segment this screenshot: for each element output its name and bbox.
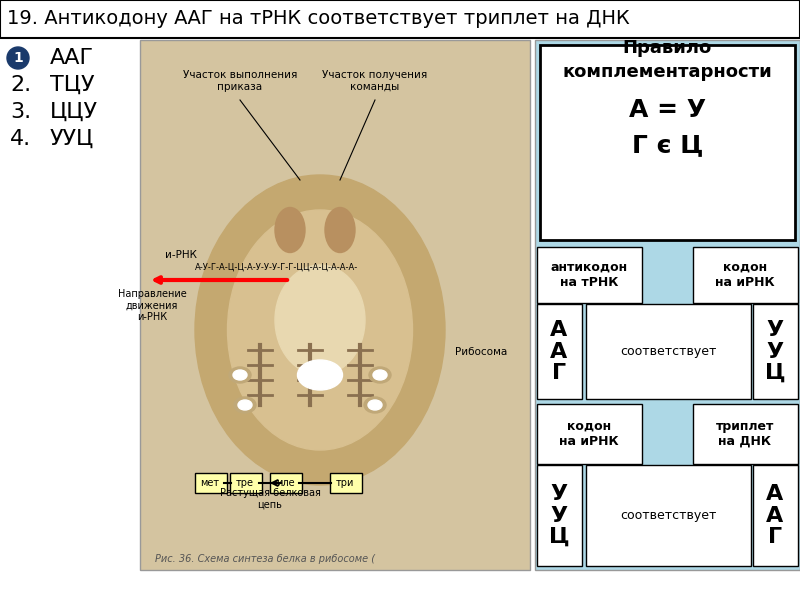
FancyBboxPatch shape: [535, 40, 800, 570]
Text: Направление
движения
и-РНК: Направление движения и-РНК: [118, 289, 186, 322]
Text: Рибосома: Рибосома: [455, 347, 507, 357]
FancyBboxPatch shape: [586, 465, 751, 566]
Text: Рис. 36. Схема синтеза белка в рибосоме (: Рис. 36. Схема синтеза белка в рибосоме …: [155, 554, 375, 564]
FancyBboxPatch shape: [537, 247, 642, 303]
FancyBboxPatch shape: [0, 0, 800, 38]
Ellipse shape: [275, 265, 365, 375]
Text: А
А
Г: А А Г: [550, 320, 568, 383]
Text: Участок получения
команды: Участок получения команды: [322, 70, 428, 92]
FancyBboxPatch shape: [540, 45, 795, 240]
FancyBboxPatch shape: [195, 473, 227, 493]
Text: ААГ: ААГ: [50, 48, 94, 68]
Text: Правило
комплементарности: Правило комплементарности: [562, 39, 772, 81]
FancyBboxPatch shape: [270, 473, 302, 493]
Text: УУЦ: УУЦ: [50, 129, 94, 149]
Text: 1: 1: [13, 51, 23, 65]
Text: А = У: А = У: [629, 98, 706, 122]
FancyBboxPatch shape: [753, 465, 798, 566]
Text: У
У
Ц: У У Ц: [765, 320, 786, 383]
Text: 2.: 2.: [10, 75, 31, 95]
Ellipse shape: [238, 400, 252, 410]
Text: Растущая белковая
цепь: Растущая белковая цепь: [219, 488, 321, 510]
Ellipse shape: [325, 208, 355, 253]
FancyBboxPatch shape: [753, 304, 798, 399]
Text: У
У
Ц: У У Ц: [549, 484, 570, 547]
Ellipse shape: [368, 400, 382, 410]
Ellipse shape: [229, 367, 251, 383]
FancyBboxPatch shape: [330, 473, 362, 493]
FancyBboxPatch shape: [537, 404, 642, 464]
Text: ЦЦУ: ЦЦУ: [50, 102, 98, 122]
Text: мет: мет: [201, 478, 219, 488]
FancyBboxPatch shape: [586, 304, 751, 399]
FancyBboxPatch shape: [537, 304, 582, 399]
FancyBboxPatch shape: [693, 404, 798, 464]
Text: 3.: 3.: [10, 102, 31, 122]
Text: кодон
на иРНК: кодон на иРНК: [559, 420, 619, 448]
Text: А-У-Г-А-Ц-Ц-А-У-У-У-Г-Г-ЦЦ-А-Ц-А-А-А-: А-У-Г-А-Ц-Ц-А-У-У-У-Г-Г-ЦЦ-А-Ц-А-А-А-: [195, 263, 358, 272]
Ellipse shape: [364, 397, 386, 413]
Text: соответствует: соответствует: [620, 345, 717, 358]
Ellipse shape: [195, 175, 445, 485]
Text: ТЦУ: ТЦУ: [50, 75, 94, 95]
Text: антикодон
на тРНК: антикодон на тРНК: [550, 261, 627, 289]
Ellipse shape: [227, 210, 413, 450]
Text: триплет
на ДНК: триплет на ДНК: [716, 420, 774, 448]
FancyBboxPatch shape: [140, 40, 530, 570]
Text: три: три: [336, 478, 354, 488]
Text: А
А
Г: А А Г: [766, 484, 784, 547]
Circle shape: [7, 47, 29, 69]
Ellipse shape: [234, 397, 256, 413]
FancyBboxPatch shape: [537, 465, 582, 566]
FancyBboxPatch shape: [693, 247, 798, 303]
Text: кодон
на иРНК: кодон на иРНК: [715, 261, 775, 289]
Text: Г є Ц: Г є Ц: [632, 133, 703, 157]
Text: 4.: 4.: [10, 129, 31, 149]
Text: соответствует: соответствует: [620, 509, 717, 522]
FancyBboxPatch shape: [230, 473, 262, 493]
Ellipse shape: [233, 370, 247, 380]
Text: 19. Антикодону ААГ на тРНК соответствует триплет на ДНК: 19. Антикодону ААГ на тРНК соответствует…: [7, 10, 630, 28]
Text: иле: иле: [276, 478, 294, 488]
Text: тре: тре: [236, 478, 254, 488]
Text: Участок выполнения
приказа: Участок выполнения приказа: [183, 70, 297, 92]
Ellipse shape: [373, 370, 387, 380]
Ellipse shape: [275, 208, 305, 253]
Ellipse shape: [369, 367, 391, 383]
Ellipse shape: [298, 360, 342, 390]
Text: и-РНК: и-РНК: [165, 250, 197, 260]
